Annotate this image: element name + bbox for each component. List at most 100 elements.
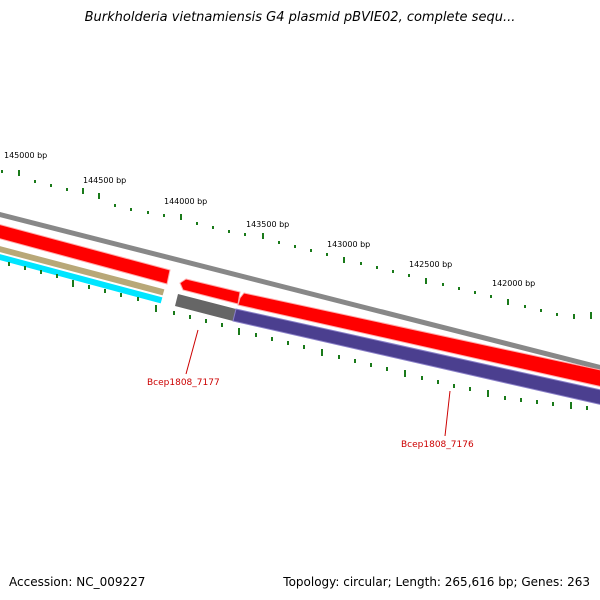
gene-block-Bcep1808_7176[interactable] <box>232 308 600 406</box>
plasmid-backbone <box>0 211 600 371</box>
ruler-tick <box>360 262 362 265</box>
gene-block-gray[interactable] <box>175 294 236 321</box>
ruler-tick <box>453 384 455 388</box>
ruler-tick <box>196 222 198 225</box>
forward-cds-track <box>0 222 600 388</box>
ruler-tick <box>114 204 116 207</box>
ruler-tick <box>120 293 122 297</box>
inner-ruler <box>8 262 588 410</box>
map-title: Burkholderia vietnamiensis G4 plasmid pB… <box>84 10 516 25</box>
gene-label-Bcep1808_7177[interactable]: Bcep1808_7177 <box>147 378 220 388</box>
ruler-tick <box>458 287 460 290</box>
ruler-tick <box>326 253 328 256</box>
ruler-tick <box>163 214 165 217</box>
ruler-major-tick <box>590 312 592 319</box>
ruler-tick <box>294 245 296 248</box>
ruler-tick <box>205 319 207 323</box>
ruler-major-tick <box>82 188 84 194</box>
ruler-tick <box>573 314 575 319</box>
ruler-tick <box>104 289 106 293</box>
ruler-tick <box>354 359 356 363</box>
gene-label-leader <box>444 390 451 437</box>
ruler-tick <box>24 266 26 270</box>
ruler-tick <box>221 323 223 327</box>
ruler-tick <box>437 380 439 384</box>
ruler-tick <box>524 305 526 308</box>
ruler-major-tick <box>487 390 489 397</box>
ruler-label: 144000 bp <box>164 197 207 206</box>
ruler-tick <box>442 283 444 286</box>
ruler-tick <box>8 262 10 266</box>
ruler-major-tick <box>570 402 572 409</box>
ruler-tick <box>189 315 191 319</box>
ruler-major-tick <box>155 305 157 312</box>
ruler-major-tick <box>404 370 406 377</box>
ruler-tick <box>173 311 175 315</box>
cds-feature[interactable] <box>179 278 241 305</box>
ruler-tick <box>287 341 289 345</box>
ruler-tick <box>137 297 139 301</box>
ruler-tick <box>271 337 273 341</box>
gene-label-leader <box>185 329 199 375</box>
ruler-label: 142000 bp <box>492 279 535 288</box>
ruler-major-tick <box>238 328 240 335</box>
ruler-tick <box>40 270 42 274</box>
ruler-tick <box>504 396 506 400</box>
ruler-tick <box>1 170 3 173</box>
ruler-tick <box>520 398 522 402</box>
ruler-tick <box>421 376 423 380</box>
ruler-major-tick <box>72 280 74 287</box>
ruler-tick <box>490 295 492 298</box>
ruler-tick <box>56 274 58 278</box>
ruler-tick <box>540 309 542 312</box>
ruler-label: 143500 bp <box>246 220 289 229</box>
ruler-major-tick <box>180 214 182 220</box>
ruler-tick <box>586 406 588 410</box>
ruler-label: 143000 bp <box>327 240 370 249</box>
ruler-tick <box>310 249 312 252</box>
ruler-tick <box>228 230 230 233</box>
ruler-tick <box>34 180 36 183</box>
ruler-major-tick <box>262 233 264 239</box>
gene-label-Bcep1808_7176[interactable]: Bcep1808_7176 <box>401 440 474 450</box>
cyan-feature-track[interactable] <box>0 251 164 305</box>
ruler-tick <box>376 266 378 269</box>
ruler-tick <box>552 402 554 406</box>
topology-summary: Topology: circular; Length: 265,616 bp; … <box>283 575 590 589</box>
ruler-label: 144500 bp <box>83 176 126 185</box>
outer-ruler: 145000 bp 144500 bp 144000 bp 143500 bp … <box>1 151 592 319</box>
ruler-tick <box>147 211 149 214</box>
ruler-major-tick <box>343 257 345 263</box>
ruler-tick <box>556 313 558 316</box>
ruler-major-tick <box>507 299 509 305</box>
ruler-major-tick <box>425 278 427 284</box>
ruler-major-tick <box>98 193 100 199</box>
ruler-tick <box>130 208 132 211</box>
tan-feature-track[interactable] <box>0 243 166 297</box>
ruler-tick <box>536 400 538 404</box>
ruler-label: 145000 bp <box>4 151 47 160</box>
ruler-major-tick <box>321 349 323 356</box>
cds-feature[interactable] <box>0 222 171 285</box>
ruler-tick <box>255 333 257 337</box>
ruler-tick <box>392 270 394 273</box>
ruler-tick <box>370 363 372 367</box>
cds-feature[interactable] <box>237 292 600 388</box>
ruler-tick <box>88 285 90 289</box>
ruler-tick <box>474 291 476 294</box>
ruler-tick <box>338 355 340 359</box>
ruler-tick <box>278 241 280 244</box>
ruler-tick <box>212 226 214 229</box>
ruler-tick <box>386 367 388 371</box>
ruler-tick <box>50 184 52 187</box>
ruler-tick <box>303 345 305 349</box>
ruler-tick <box>469 387 471 391</box>
ruler-tick <box>408 274 410 277</box>
ruler-tick <box>66 188 68 191</box>
accession-label: Accession: NC_009227 <box>9 575 146 589</box>
ruler-tick <box>244 233 246 236</box>
ruler-major-tick <box>18 170 20 176</box>
ruler-label: 142500 bp <box>409 260 452 269</box>
